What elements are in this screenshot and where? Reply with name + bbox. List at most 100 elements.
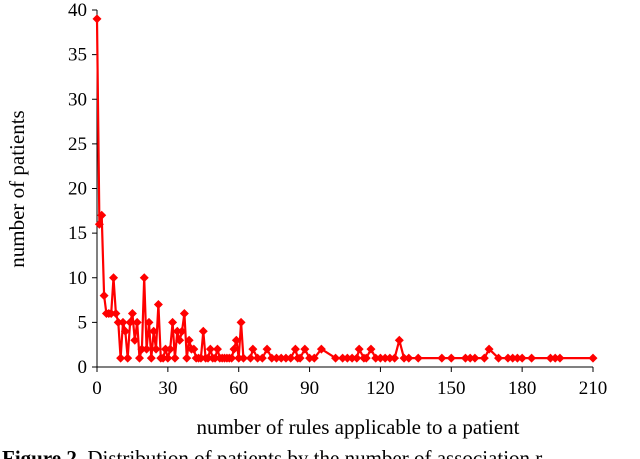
data-point [227,353,237,363]
y-tick-label: 0 [78,357,88,378]
y-tick-label: 25 [68,134,87,155]
data-point [146,353,156,363]
data-point [137,344,147,354]
data-point [267,353,277,363]
data-point [352,353,362,363]
data-point [236,317,246,327]
data-point [465,353,475,363]
data-point [184,335,194,345]
y-axis-title-group: number of patients [5,110,29,267]
data-point [527,353,537,363]
data-point [281,353,291,363]
data-point [338,353,348,363]
caption-text: Distribution of patients by the number o… [82,446,542,459]
data-point [99,291,109,301]
data-point [172,326,182,336]
data-point [295,353,305,363]
data-point [342,353,352,363]
data-point [508,353,518,363]
data-point [371,353,381,363]
data-point [494,353,504,363]
data-point [404,353,414,363]
data-point [413,353,423,363]
data-point [118,317,128,327]
data-point [111,308,121,318]
data-point [123,353,133,363]
data-point [309,353,319,363]
x-tick-label: 90 [300,378,319,399]
data-point [130,335,140,345]
x-axis-title: number of rules applicable to a patient [196,415,519,439]
data-point [196,353,206,363]
data-point [512,353,522,363]
data-point [189,344,199,354]
data-point [394,335,404,345]
data-point [170,353,180,363]
y-ticks: 0 5 10 15 20 25 30 35 40 [68,0,97,378]
x-tick-label: 210 [579,378,608,399]
data-point [375,353,385,363]
data-point [182,353,192,363]
data-point [153,300,163,310]
series-line [95,18,593,360]
data-point [437,353,447,363]
data-point [205,344,215,354]
data-point [127,308,137,318]
data-point [144,317,154,327]
y-axis-title: number of patients [5,110,29,267]
data-point [234,353,244,363]
x-tick-label: 180 [508,378,537,399]
data-point [246,353,256,363]
data-point [231,335,241,345]
data-point [460,353,470,363]
data-point [253,353,263,363]
x-tick-label: 120 [366,378,395,399]
data-point [120,326,130,336]
data-point [262,344,272,354]
x-tick-label: 30 [158,378,177,399]
data-point [276,353,286,363]
data-point [366,344,376,354]
data-point [257,353,267,363]
data-point [116,353,126,363]
data-point [168,317,178,327]
data-point [446,353,456,363]
data-point [163,353,173,363]
y-tick-label: 10 [68,268,87,289]
data-point [517,353,527,363]
data-point [385,353,395,363]
x-tick-label: 0 [92,378,102,399]
data-point [175,335,185,345]
data-point [109,273,119,283]
data-point [158,353,168,363]
data-point [316,344,326,354]
data-point [229,344,239,354]
data-point [272,353,282,363]
series-markers [92,14,598,363]
data-point [165,344,175,354]
data-point [132,317,142,327]
figure-caption: Figure 2. Distribution of patients by th… [2,446,542,459]
data-point [331,353,341,363]
data-point [151,344,161,354]
x-ticks: 0 30 60 90 120 150 180 210 [92,367,607,399]
data-point [484,344,494,354]
data-point [94,219,104,229]
y-tick-label: 30 [68,89,87,110]
data-point [347,353,357,363]
y-tick-label: 35 [68,45,87,66]
data-point [139,273,149,283]
data-point [305,353,315,363]
data-point [286,353,296,363]
data-point [503,353,513,363]
data-point [212,344,222,354]
data-point [97,210,107,220]
data-point [92,14,102,24]
data-point [210,353,220,363]
data-point [380,353,390,363]
y-tick-label: 5 [78,312,88,333]
data-point [179,308,189,318]
y-tick-label: 15 [68,223,87,244]
data-point [354,344,364,354]
